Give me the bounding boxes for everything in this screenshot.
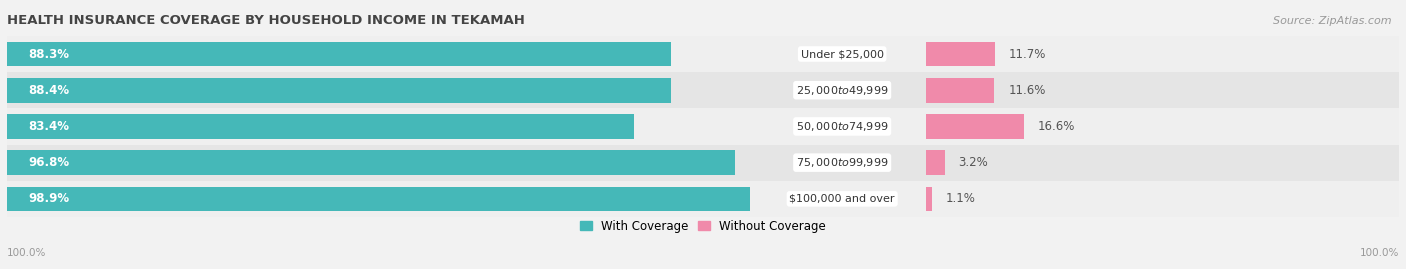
Text: 83.4%: 83.4% bbox=[28, 120, 69, 133]
Text: Source: ZipAtlas.com: Source: ZipAtlas.com bbox=[1274, 16, 1392, 26]
Text: $25,000 to $49,999: $25,000 to $49,999 bbox=[796, 84, 889, 97]
Bar bbox=[7, 114, 634, 139]
Bar bbox=[7, 186, 751, 211]
Text: 11.6%: 11.6% bbox=[1008, 84, 1046, 97]
Bar bbox=[7, 108, 1399, 144]
Text: 1.1%: 1.1% bbox=[946, 192, 976, 205]
Bar bbox=[925, 114, 1024, 139]
Text: 98.9%: 98.9% bbox=[28, 192, 69, 205]
Bar bbox=[925, 186, 932, 211]
Bar bbox=[7, 42, 671, 66]
Text: $50,000 to $74,999: $50,000 to $74,999 bbox=[796, 120, 889, 133]
Text: 96.8%: 96.8% bbox=[28, 156, 69, 169]
Text: 100.0%: 100.0% bbox=[1360, 248, 1399, 258]
Text: Under $25,000: Under $25,000 bbox=[800, 49, 884, 59]
Text: $100,000 and over: $100,000 and over bbox=[789, 194, 896, 204]
Bar bbox=[7, 72, 1399, 108]
Legend: With Coverage, Without Coverage: With Coverage, Without Coverage bbox=[575, 215, 831, 237]
Text: 100.0%: 100.0% bbox=[7, 248, 46, 258]
Bar bbox=[7, 150, 734, 175]
Bar bbox=[925, 42, 995, 66]
Bar bbox=[7, 181, 1399, 217]
Bar bbox=[7, 144, 1399, 181]
Text: 88.3%: 88.3% bbox=[28, 48, 69, 61]
Text: 16.6%: 16.6% bbox=[1038, 120, 1076, 133]
Text: $75,000 to $99,999: $75,000 to $99,999 bbox=[796, 156, 889, 169]
Bar bbox=[7, 36, 1399, 72]
Bar bbox=[925, 78, 994, 102]
Bar bbox=[925, 150, 945, 175]
Bar bbox=[7, 78, 672, 102]
Text: HEALTH INSURANCE COVERAGE BY HOUSEHOLD INCOME IN TEKAMAH: HEALTH INSURANCE COVERAGE BY HOUSEHOLD I… bbox=[7, 14, 524, 27]
Text: 3.2%: 3.2% bbox=[959, 156, 988, 169]
Text: 88.4%: 88.4% bbox=[28, 84, 69, 97]
Text: 11.7%: 11.7% bbox=[1010, 48, 1046, 61]
